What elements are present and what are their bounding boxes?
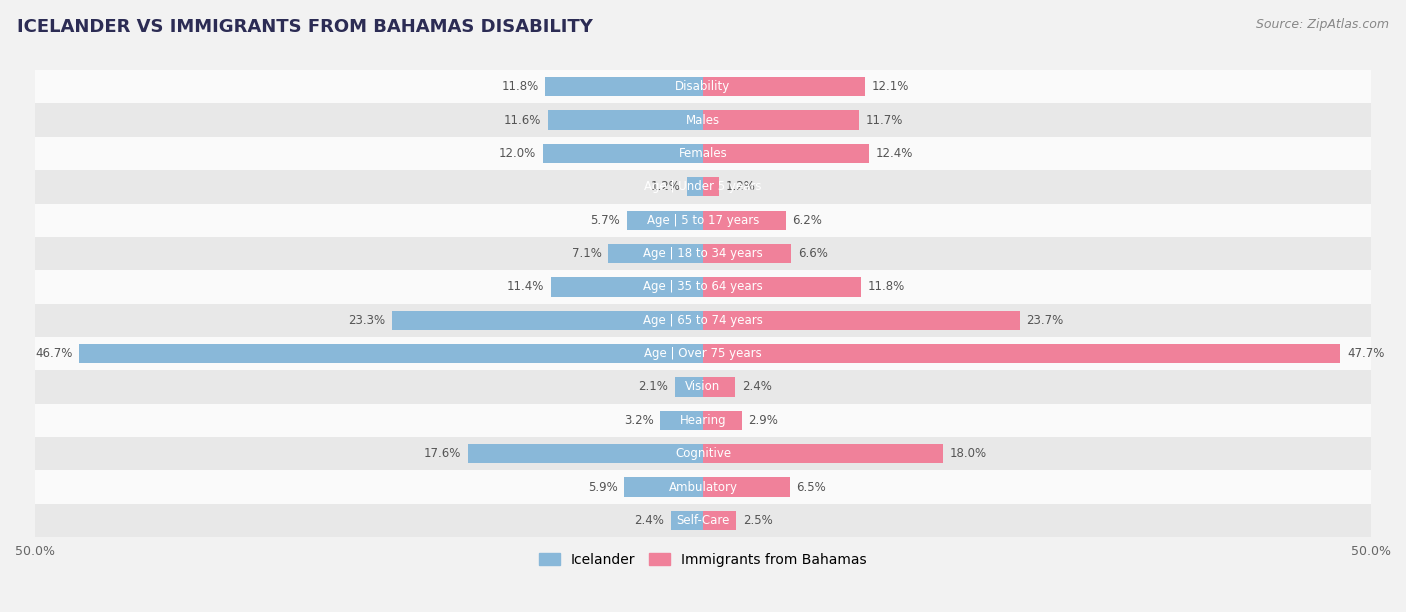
Bar xyxy=(703,510,737,530)
Text: 18.0%: 18.0% xyxy=(950,447,987,460)
Text: Ambulatory: Ambulatory xyxy=(668,480,738,493)
Bar xyxy=(703,177,718,196)
Bar xyxy=(546,77,703,97)
Text: 11.4%: 11.4% xyxy=(506,280,544,293)
Bar xyxy=(392,310,703,330)
Text: 11.6%: 11.6% xyxy=(503,114,541,127)
Text: Age | 5 to 17 years: Age | 5 to 17 years xyxy=(647,214,759,226)
Text: Age | 35 to 64 years: Age | 35 to 64 years xyxy=(643,280,763,293)
Text: 2.4%: 2.4% xyxy=(742,381,772,394)
Bar xyxy=(703,144,869,163)
Text: Disability: Disability xyxy=(675,80,731,93)
Bar xyxy=(35,504,1371,537)
Bar xyxy=(703,211,786,230)
Text: 11.8%: 11.8% xyxy=(868,280,904,293)
Text: 3.2%: 3.2% xyxy=(624,414,654,427)
Text: 23.3%: 23.3% xyxy=(347,314,385,327)
Text: Vision: Vision xyxy=(685,381,721,394)
Bar xyxy=(703,477,790,497)
Bar xyxy=(35,204,1371,237)
Bar xyxy=(35,103,1371,137)
Text: 5.7%: 5.7% xyxy=(591,214,620,226)
Bar xyxy=(35,271,1371,304)
Bar xyxy=(609,244,703,263)
Bar xyxy=(671,510,703,530)
Text: 12.0%: 12.0% xyxy=(499,147,536,160)
Text: 2.1%: 2.1% xyxy=(638,381,668,394)
Text: Age | Under 5 years: Age | Under 5 years xyxy=(644,181,762,193)
Bar xyxy=(703,277,860,297)
Text: Cognitive: Cognitive xyxy=(675,447,731,460)
Bar xyxy=(35,337,1371,370)
Bar xyxy=(543,144,703,163)
Text: 5.9%: 5.9% xyxy=(588,480,617,493)
Bar xyxy=(703,411,742,430)
Bar xyxy=(688,177,703,196)
Text: Age | Over 75 years: Age | Over 75 years xyxy=(644,347,762,360)
Text: 1.2%: 1.2% xyxy=(725,181,755,193)
Bar xyxy=(35,437,1371,471)
Text: Self-Care: Self-Care xyxy=(676,514,730,527)
Text: 7.1%: 7.1% xyxy=(572,247,602,260)
Bar xyxy=(703,110,859,130)
Text: 23.7%: 23.7% xyxy=(1026,314,1063,327)
Bar xyxy=(703,77,865,97)
Bar xyxy=(79,344,703,364)
Text: 6.5%: 6.5% xyxy=(797,480,827,493)
Bar xyxy=(627,211,703,230)
Bar xyxy=(35,237,1371,271)
Text: ICELANDER VS IMMIGRANTS FROM BAHAMAS DISABILITY: ICELANDER VS IMMIGRANTS FROM BAHAMAS DIS… xyxy=(17,18,593,36)
Bar xyxy=(548,110,703,130)
Text: 6.2%: 6.2% xyxy=(793,214,823,226)
Bar xyxy=(35,404,1371,437)
Bar xyxy=(703,444,943,463)
Bar xyxy=(35,170,1371,204)
Text: 2.9%: 2.9% xyxy=(748,414,779,427)
Bar xyxy=(703,377,735,397)
Text: 12.4%: 12.4% xyxy=(876,147,912,160)
Text: Source: ZipAtlas.com: Source: ZipAtlas.com xyxy=(1256,18,1389,31)
Bar xyxy=(703,344,1340,364)
Bar xyxy=(703,244,792,263)
Bar xyxy=(35,70,1371,103)
Bar xyxy=(661,411,703,430)
Bar xyxy=(624,477,703,497)
Text: Age | 65 to 74 years: Age | 65 to 74 years xyxy=(643,314,763,327)
Bar xyxy=(35,471,1371,504)
Text: 2.4%: 2.4% xyxy=(634,514,664,527)
Text: 6.6%: 6.6% xyxy=(797,247,828,260)
Text: Age | 18 to 34 years: Age | 18 to 34 years xyxy=(643,247,763,260)
Text: Females: Females xyxy=(679,147,727,160)
Text: 11.7%: 11.7% xyxy=(866,114,904,127)
Bar xyxy=(35,370,1371,404)
Bar xyxy=(675,377,703,397)
Text: Males: Males xyxy=(686,114,720,127)
Text: 1.2%: 1.2% xyxy=(651,181,681,193)
Bar xyxy=(468,444,703,463)
Bar xyxy=(703,310,1019,330)
Text: 47.7%: 47.7% xyxy=(1347,347,1385,360)
Bar xyxy=(35,304,1371,337)
Text: 11.8%: 11.8% xyxy=(502,80,538,93)
Text: 2.5%: 2.5% xyxy=(744,514,773,527)
Text: 12.1%: 12.1% xyxy=(872,80,908,93)
Bar xyxy=(551,277,703,297)
Legend: Icelander, Immigrants from Bahamas: Icelander, Immigrants from Bahamas xyxy=(533,547,873,572)
Bar xyxy=(35,137,1371,170)
Text: 46.7%: 46.7% xyxy=(35,347,72,360)
Text: 17.6%: 17.6% xyxy=(423,447,461,460)
Text: Hearing: Hearing xyxy=(679,414,727,427)
